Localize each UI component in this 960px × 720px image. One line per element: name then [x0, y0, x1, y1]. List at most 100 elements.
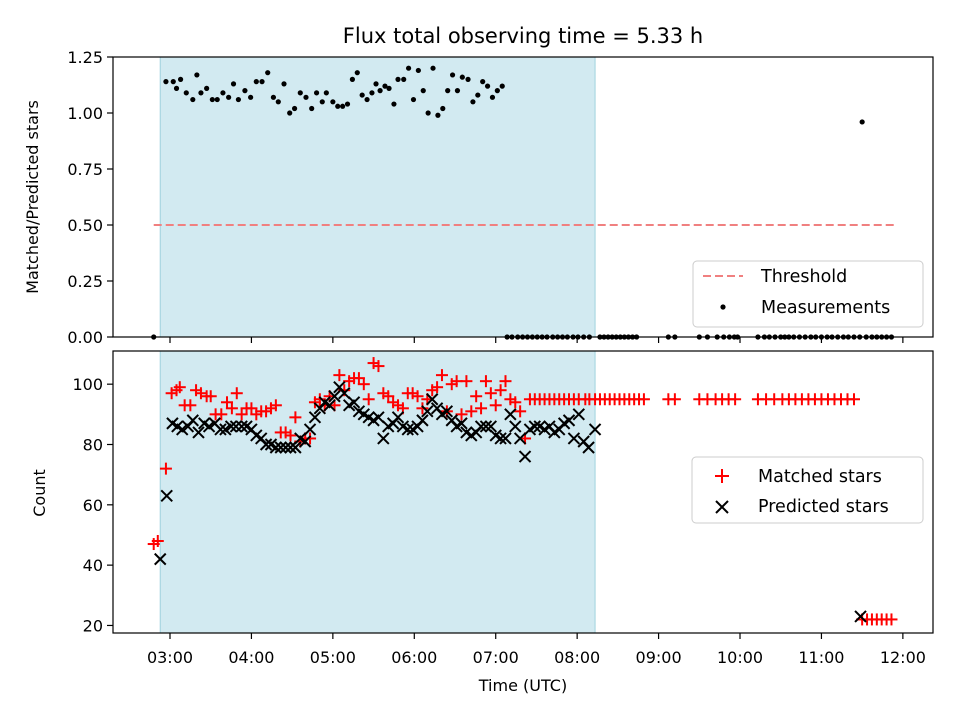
measurement-point	[405, 65, 412, 71]
measurement-point	[459, 74, 465, 80]
matched-point	[431, 381, 444, 394]
predicted-point	[518, 450, 532, 463]
matched-point	[416, 402, 429, 415]
predicted-point	[154, 552, 167, 566]
ratio-legend: Threshold Measurements	[692, 260, 924, 328]
measurement-point	[297, 90, 303, 96]
matched-point	[230, 387, 243, 400]
matched-point	[184, 399, 197, 412]
measurement-point	[170, 79, 176, 85]
matched-point	[215, 408, 228, 421]
measurement-point	[420, 88, 426, 94]
matched-point	[173, 381, 186, 394]
xtick-label-2: 05:00	[310, 648, 356, 667]
xtick-label-8: 11:00	[798, 648, 844, 667]
predicted-point	[235, 420, 248, 433]
measurement-point	[335, 103, 341, 109]
predicted-point	[186, 414, 200, 427]
legend-matched-label: Matched stars	[758, 467, 882, 487]
ratio-ytick-label-1: 0.25	[67, 272, 103, 291]
legend-measurements-swatch	[720, 304, 726, 310]
count-ytick-label-3: 80	[83, 435, 103, 454]
count-panel: 20 40 60 80 100 03:00 04:00 05:00 06:00 07:00 08:…	[30, 350, 934, 695]
matched-point	[289, 411, 302, 424]
measurement-point	[330, 99, 336, 105]
count-ytick-label-1: 40	[83, 556, 103, 575]
matched-point	[382, 390, 395, 403]
measurement-point	[204, 85, 210, 91]
measurement-point	[445, 88, 451, 94]
predicted-point	[499, 432, 512, 445]
predicted-point	[484, 420, 498, 433]
matched-point	[159, 462, 172, 475]
measurement-point	[270, 94, 277, 100]
xtick-label-5: 08:00	[554, 648, 600, 667]
measurement-point	[373, 81, 379, 87]
measurement-point	[410, 96, 417, 103]
count-legend: Matched stars Predicted stars	[691, 456, 924, 524]
xtick-label-6: 09:00	[636, 648, 682, 667]
measurement-point	[382, 83, 388, 89]
measurement-point	[465, 76, 471, 82]
measurement-point	[354, 70, 360, 76]
measurement-point	[323, 90, 329, 96]
predicted-point	[562, 414, 576, 427]
predicted-point	[229, 420, 243, 433]
measurement-point	[214, 96, 220, 103]
predicted-point	[479, 420, 493, 433]
predicted-point	[279, 441, 292, 454]
predicted-point	[509, 420, 522, 433]
measurement-point	[470, 99, 476, 105]
matched-point	[362, 393, 375, 406]
measurement-point	[194, 72, 200, 78]
predicted-point	[588, 423, 602, 436]
xtick-label-0: 03:00	[147, 648, 193, 667]
predicted-point	[425, 393, 439, 406]
measurement-point	[859, 119, 865, 125]
predicted-point	[582, 441, 595, 454]
predicted-point	[513, 432, 527, 445]
matched-point	[304, 432, 317, 445]
ratio-ytick-label-0: 0.00	[67, 328, 103, 347]
measurement-point	[190, 96, 196, 103]
matched-point	[668, 393, 681, 406]
matched-point	[637, 393, 650, 406]
predicted-point	[192, 426, 205, 439]
matched-point	[479, 375, 492, 388]
xtick-label-4: 07:00	[473, 648, 519, 667]
matched-point	[509, 396, 522, 409]
measurement-point	[291, 105, 298, 112]
measurement-point	[449, 72, 456, 78]
count-ytick-label-2: 60	[83, 496, 103, 515]
matched-point	[514, 405, 527, 418]
matched-point	[357, 378, 370, 391]
predicted-point	[308, 411, 322, 424]
measurement-point	[177, 76, 184, 82]
measurement-point	[281, 81, 287, 87]
matched-point	[313, 393, 326, 406]
measurement-point	[340, 103, 346, 109]
measurement-point	[359, 92, 365, 98]
xtick-label-9: 12:00	[880, 648, 926, 667]
predicted-point	[224, 420, 238, 433]
matched-point	[225, 402, 238, 415]
predicted-point	[347, 396, 361, 409]
predicted-point	[854, 610, 867, 623]
predicted-point	[338, 387, 351, 400]
matched-point	[333, 369, 346, 382]
measurement-point	[395, 76, 401, 82]
legend-predicted-label: Predicted stars	[758, 497, 889, 517]
measurement-point	[454, 88, 461, 94]
legend-threshold-label: Threshold	[760, 267, 847, 287]
predicted-point	[289, 441, 302, 454]
ratio-ylabel: Matched/Predicted stars	[23, 100, 42, 294]
matched-point	[848, 393, 861, 406]
predicted-point	[567, 432, 581, 445]
xtick-label-3: 06:00	[391, 648, 437, 667]
measurement-point	[235, 96, 242, 103]
predicted-point	[401, 423, 414, 436]
measurement-point	[344, 101, 351, 107]
measurement-point	[415, 67, 421, 74]
measurement-point	[173, 85, 180, 91]
predicted-point	[372, 411, 385, 424]
